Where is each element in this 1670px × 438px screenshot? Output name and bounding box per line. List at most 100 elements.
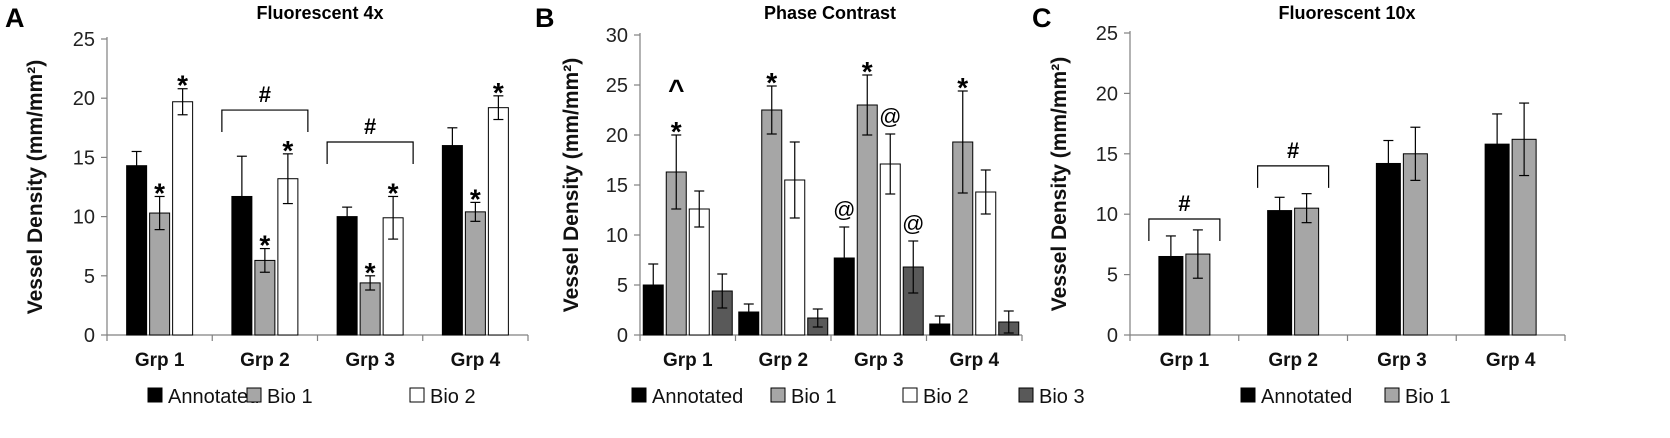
significance-marker: * [470, 183, 481, 214]
panel-letter: B [535, 3, 555, 33]
significance-marker: ^ [668, 74, 684, 105]
bar [1294, 207, 1320, 336]
y-axis-label: Vessel Density (mm/mm²) [560, 58, 583, 312]
significance-marker: # [259, 82, 271, 107]
bar [856, 104, 878, 336]
significance-marker: * [766, 67, 777, 98]
significance-marker: * [493, 77, 504, 108]
y-tick-label: 10 [73, 207, 95, 229]
legend-swatch [631, 387, 647, 403]
bar [1375, 162, 1401, 336]
chart-panel-b: B Phase Contrast Vessel Density (mm/mm²) 0 5… [535, 3, 1085, 408]
x-tick-label: Grp 2 [240, 350, 290, 371]
significance-marker: # [1287, 138, 1299, 163]
significance-marker: # [364, 114, 376, 139]
y-tick-label: 25 [73, 29, 95, 51]
significance-bracket [326, 141, 414, 165]
bar [487, 107, 509, 336]
legend-swatch [1240, 387, 1256, 403]
y-tick-label: 15 [606, 175, 628, 197]
significance-marker: * [282, 135, 293, 166]
y-tick-label: 10 [1096, 204, 1118, 226]
significance-marker: * [365, 257, 376, 288]
significance-marker: * [259, 230, 270, 261]
y-axis-label: Vessel Density (mm/mm²) [24, 60, 47, 314]
significance-bracket [1257, 165, 1330, 188]
significance-marker: * [177, 70, 188, 101]
legend-label: Annotated [168, 386, 259, 408]
bar [688, 208, 710, 336]
legend-swatch [147, 387, 163, 403]
bar [464, 211, 486, 336]
chart-panel-a: A Fluorescent 4x Vessel Density (mm/mm²) 0 5… [5, 3, 529, 408]
x-tick-label: Grp 2 [758, 350, 808, 371]
significance-marker: * [671, 116, 682, 147]
bar [1402, 153, 1428, 336]
legend-label: Bio 3 [1039, 386, 1085, 408]
y-tick-label: 15 [73, 147, 95, 169]
y-tick-label: 0 [617, 325, 628, 347]
legend-swatch [246, 387, 262, 403]
x-tick-label: Grp 1 [1160, 350, 1210, 371]
bar [336, 216, 358, 336]
y-tick-label: 20 [73, 88, 95, 110]
panel-letter: C [1032, 3, 1052, 33]
legend-swatch [409, 387, 425, 403]
x-tick-label: Grp 1 [663, 350, 713, 371]
x-tick-label: Grp 3 [1377, 350, 1427, 371]
legend-label: Bio 1 [791, 386, 837, 408]
bar [761, 109, 783, 336]
legend-swatch [902, 387, 918, 403]
bar [441, 145, 463, 336]
bar [126, 165, 148, 336]
x-tick-label: Grp 4 [451, 350, 501, 371]
y-tick-label: 25 [606, 75, 628, 97]
legend-label: Bio 2 [430, 386, 476, 408]
bar [1267, 210, 1293, 336]
legend-label: Annotated [1261, 386, 1352, 408]
y-tick-label: 15 [1096, 144, 1118, 166]
legend-label: Annotated [652, 386, 743, 408]
chart-title: Phase Contrast [764, 3, 896, 23]
significance-marker: * [957, 72, 968, 103]
significance-marker: * [154, 177, 165, 208]
legend-swatch [1384, 387, 1400, 403]
legend-swatch [770, 387, 786, 403]
x-tick-label: Grp 4 [1486, 350, 1536, 371]
bar [172, 101, 194, 336]
x-tick-label: Grp 3 [345, 350, 395, 371]
bar [149, 212, 171, 336]
y-tick-label: 10 [606, 225, 628, 247]
bar [359, 282, 381, 336]
y-tick-label: 5 [84, 266, 95, 288]
chart-panel-c: C Fluorescent 10x Vessel Density (mm/mm²) 0… [1032, 3, 1566, 408]
legend-label: Bio 1 [1405, 386, 1451, 408]
x-tick-label: Grp 3 [854, 350, 904, 371]
significance-marker: * [388, 177, 399, 208]
y-tick-label: 20 [1096, 83, 1118, 105]
legend-swatch [1018, 387, 1034, 403]
significance-bracket [1148, 218, 1221, 242]
y-tick-label: 25 [1096, 23, 1118, 45]
legend-label: Bio 2 [923, 386, 969, 408]
x-tick-label: Grp 1 [135, 350, 185, 371]
y-tick-label: 5 [617, 275, 628, 297]
y-tick-label: 20 [606, 125, 628, 147]
panel-letter: A [5, 3, 25, 33]
significance-marker: * [862, 56, 873, 87]
chart-title: Fluorescent 10x [1278, 3, 1415, 23]
y-tick-label: 0 [84, 325, 95, 347]
y-tick-label: 30 [606, 25, 628, 47]
significance-bracket [221, 109, 309, 133]
x-tick-label: Grp 4 [949, 350, 999, 371]
significance-marker: # [1178, 191, 1190, 216]
significance-marker: @ [833, 197, 855, 222]
legend-label: Bio 1 [267, 386, 313, 408]
significance-marker: @ [902, 211, 924, 236]
y-tick-label: 0 [1107, 325, 1118, 347]
chart-title: Fluorescent 4x [256, 3, 383, 23]
x-tick-label: Grp 2 [1268, 350, 1318, 371]
y-tick-label: 5 [1107, 265, 1118, 287]
y-axis-label: Vessel Density (mm/mm²) [1048, 57, 1071, 311]
